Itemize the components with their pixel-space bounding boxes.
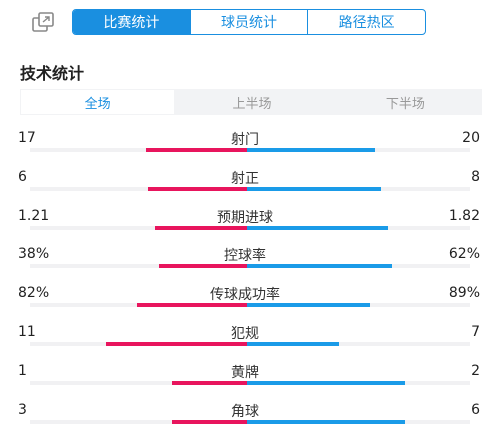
stat-row: 82% 传球成功率 89% (0, 275, 500, 314)
home-bar (148, 186, 247, 191)
home-value: 6 (18, 168, 27, 185)
home-value: 3 (18, 401, 27, 418)
tab-full-match[interactable]: 全场 (21, 90, 175, 114)
home-bar (137, 303, 247, 308)
home-bar (172, 419, 247, 424)
tab-first-half[interactable]: 上半场 (232, 96, 272, 112)
away-bar (247, 186, 381, 191)
top-tabs: 比赛统计 球员统计 路径热区 (72, 9, 426, 35)
tab-second-half[interactable]: 下半场 (385, 96, 425, 112)
stat-row: 17 射门 20 (0, 120, 500, 159)
away-value: 6 (471, 401, 480, 418)
stat-row: 1.21 预期进球 1.82 (0, 198, 500, 237)
away-value: 2 (471, 362, 480, 379)
home-bar (146, 148, 247, 152)
tab-match-stats[interactable]: 比赛统计 (73, 10, 190, 34)
stat-label: 犯规 (231, 325, 259, 342)
stat-label: 预期进球 (217, 209, 273, 226)
stat-row: 11 犯规 7 (0, 314, 500, 353)
home-bar (172, 380, 247, 385)
away-value: 20 (462, 130, 480, 146)
home-value: 38% (18, 246, 50, 263)
home-value: 1 (18, 362, 27, 379)
away-value: 8 (471, 168, 480, 185)
stats-list: 17 射门 20 6 射正 8 1.21 预期进球 1.82 38% 控球率 6… (0, 120, 500, 430)
away-bar (247, 303, 370, 308)
stat-label: 射正 (231, 170, 259, 187)
away-value: 7 (471, 323, 480, 340)
stat-row: 6 射正 8 (0, 159, 500, 198)
tab-heatmap[interactable]: 路径热区 (307, 10, 425, 34)
away-value: 62% (448, 246, 480, 263)
tab-player-stats[interactable]: 球员统计 (189, 10, 308, 34)
away-bar (247, 341, 339, 346)
stat-label: 黄牌 (231, 364, 259, 381)
stat-row: 38% 控球率 62% (0, 236, 500, 275)
section-title: 技术统计 (20, 64, 85, 83)
stat-label: 角球 (231, 403, 259, 420)
stat-row: 3 角球 6 (0, 392, 500, 431)
stat-label: 射门 (231, 132, 259, 148)
away-value: 89% (448, 285, 480, 302)
home-value: 11 (18, 323, 36, 340)
away-bar (247, 264, 392, 269)
home-value: 1.21 (18, 207, 50, 224)
home-bar (159, 264, 247, 269)
away-value: 1.82 (448, 207, 480, 224)
stat-label: 传球成功率 (210, 287, 280, 304)
away-bar (247, 419, 405, 424)
top-bar: 比赛统计 球员统计 路径热区 (0, 0, 500, 44)
away-bar (247, 380, 405, 385)
away-bar (247, 148, 375, 152)
period-tabs: 全场 上半场 下半场 (20, 89, 482, 115)
away-bar (247, 225, 388, 230)
share-icon[interactable] (32, 12, 54, 32)
stat-row: 1 黄牌 2 (0, 353, 500, 392)
home-value: 17 (18, 130, 36, 146)
home-value: 82% (18, 285, 50, 302)
home-bar (155, 225, 247, 230)
home-bar (106, 341, 247, 346)
stat-label: 控球率 (224, 248, 266, 265)
